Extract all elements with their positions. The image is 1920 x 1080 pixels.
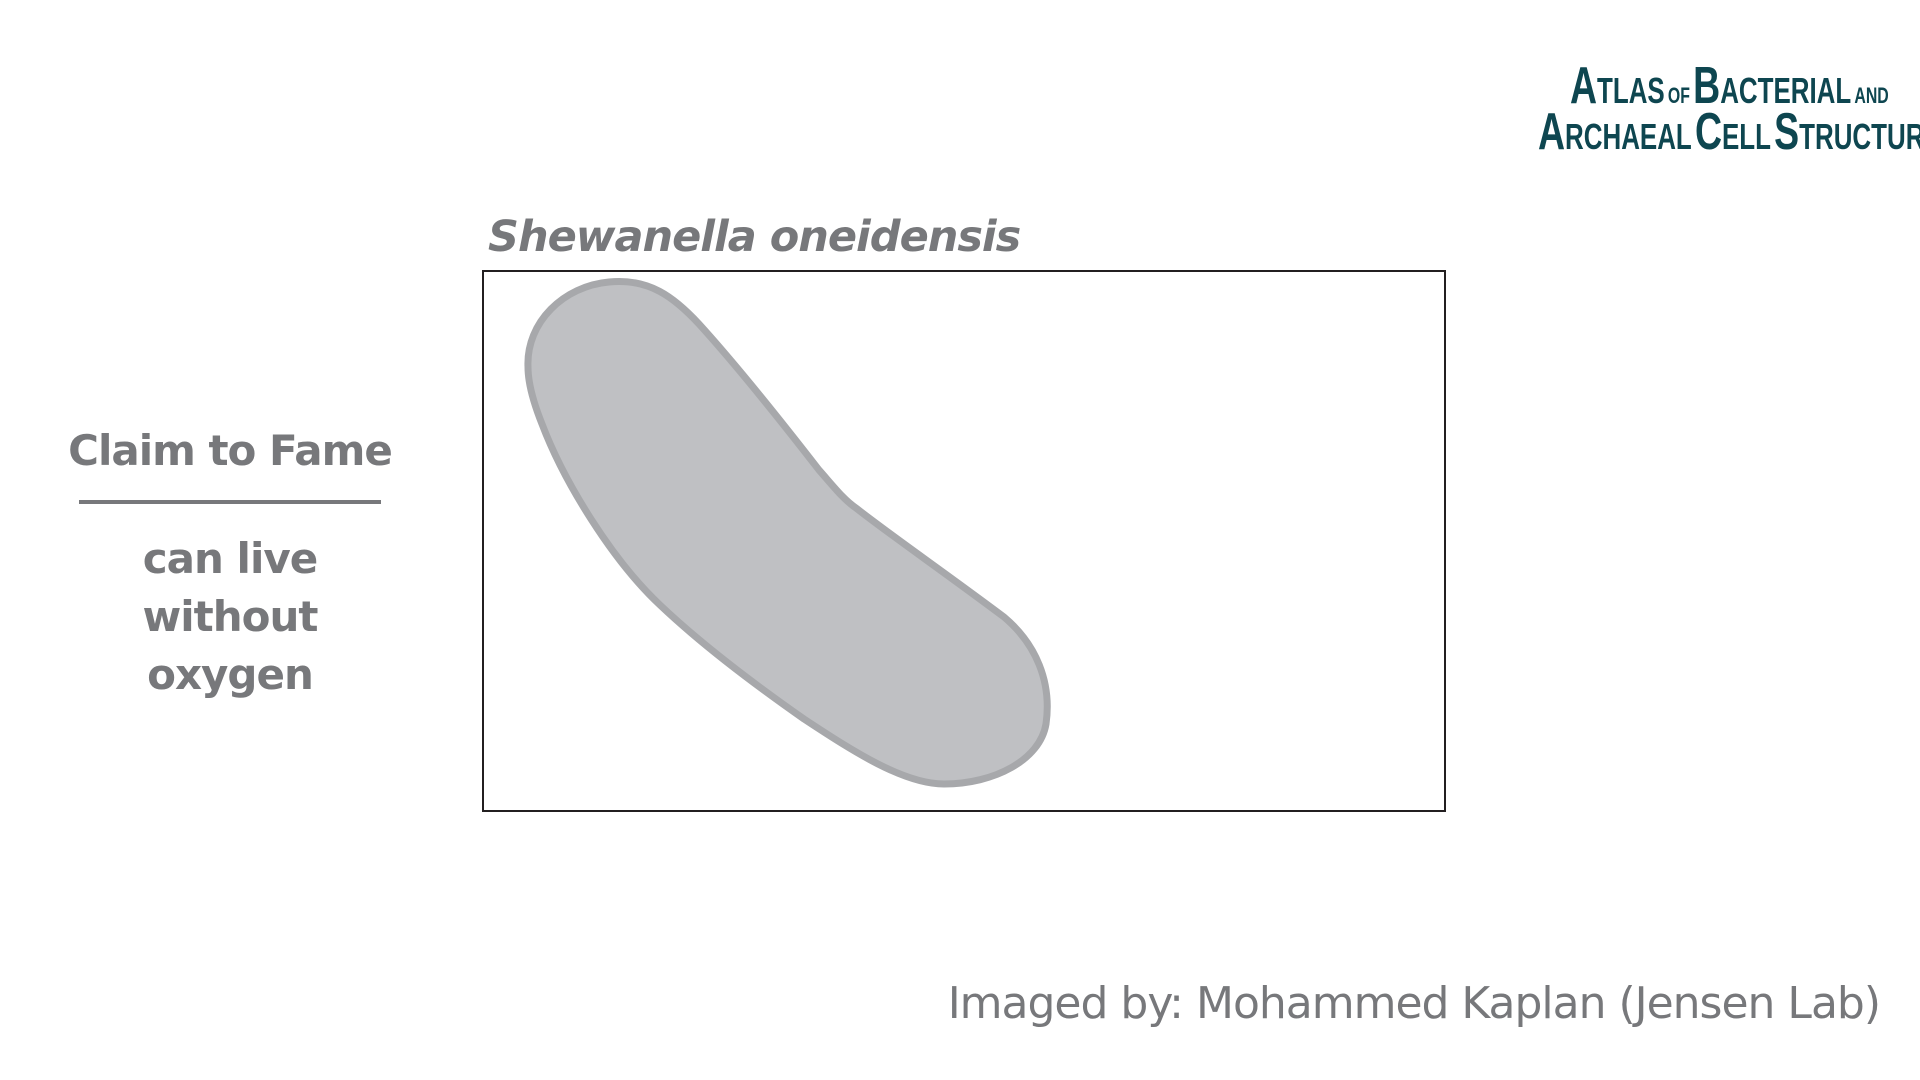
logo-word: AND: [1854, 83, 1889, 108]
logo-letter: A: [1570, 57, 1598, 115]
description-line-2: oxygen: [147, 650, 314, 699]
logo-word: TRUCTURE: [1799, 116, 1920, 157]
logo-word: ACTERIAL: [1720, 70, 1852, 111]
bacterium-cell-body: [524, 277, 1051, 788]
claim-to-fame-heading: Claim to Fame: [68, 426, 393, 475]
logo-word: TLAS: [1597, 70, 1665, 111]
atlas-logo: ATLAS OF BACTERIAL AND ARCHAEAL CELL STR…: [1538, 58, 1920, 158]
claim-to-fame-panel: Claim to Fame can live without oxygen: [50, 420, 410, 704]
description-line-1: can live without: [142, 534, 318, 641]
cell-illustration: [524, 277, 1051, 788]
image-credit: Imaged by: Mohammed Kaplan (Jensen Lab): [947, 978, 1881, 1029]
logo-line-2: ARCHAEAL CELL STRUCTURE: [1538, 106, 1920, 163]
logo-letter: B: [1693, 57, 1721, 115]
heading-divider: [79, 500, 381, 504]
logo-line-1: ATLAS OF BACTERIAL AND: [1570, 60, 1889, 122]
logo-letter: C: [1694, 103, 1723, 161]
claim-to-fame-description: can live without oxygen: [50, 530, 410, 704]
logo-word: RCHAEAL: [1565, 116, 1692, 157]
logo-letter: S: [1774, 103, 1800, 161]
image-frame: [482, 270, 1446, 812]
logo-word: ELL: [1722, 116, 1771, 157]
logo-letter: A: [1538, 103, 1566, 161]
species-title: Shewanella oneidensis: [488, 212, 1021, 262]
logo-word: OF: [1667, 83, 1690, 108]
